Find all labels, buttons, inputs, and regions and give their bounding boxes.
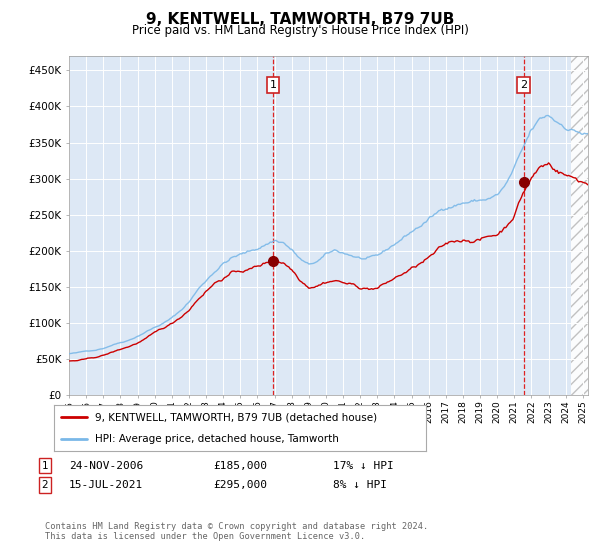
Text: 2: 2: [520, 80, 527, 90]
Text: 24-NOV-2006: 24-NOV-2006: [69, 461, 143, 471]
Text: 9, KENTWELL, TAMWORTH, B79 7UB (detached house): 9, KENTWELL, TAMWORTH, B79 7UB (detached…: [95, 412, 377, 422]
Text: 1: 1: [269, 80, 277, 90]
Text: £295,000: £295,000: [213, 480, 267, 490]
Text: 8% ↓ HPI: 8% ↓ HPI: [333, 480, 387, 490]
Text: 9, KENTWELL, TAMWORTH, B79 7UB: 9, KENTWELL, TAMWORTH, B79 7UB: [146, 12, 454, 27]
Text: 15-JUL-2021: 15-JUL-2021: [69, 480, 143, 490]
Text: 2: 2: [41, 480, 49, 490]
Text: Contains HM Land Registry data © Crown copyright and database right 2024.
This d: Contains HM Land Registry data © Crown c…: [45, 522, 428, 542]
Text: Price paid vs. HM Land Registry's House Price Index (HPI): Price paid vs. HM Land Registry's House …: [131, 24, 469, 36]
Text: 1: 1: [41, 461, 49, 471]
Text: HPI: Average price, detached house, Tamworth: HPI: Average price, detached house, Tamw…: [95, 435, 339, 444]
Text: £185,000: £185,000: [213, 461, 267, 471]
Text: 17% ↓ HPI: 17% ↓ HPI: [333, 461, 394, 471]
